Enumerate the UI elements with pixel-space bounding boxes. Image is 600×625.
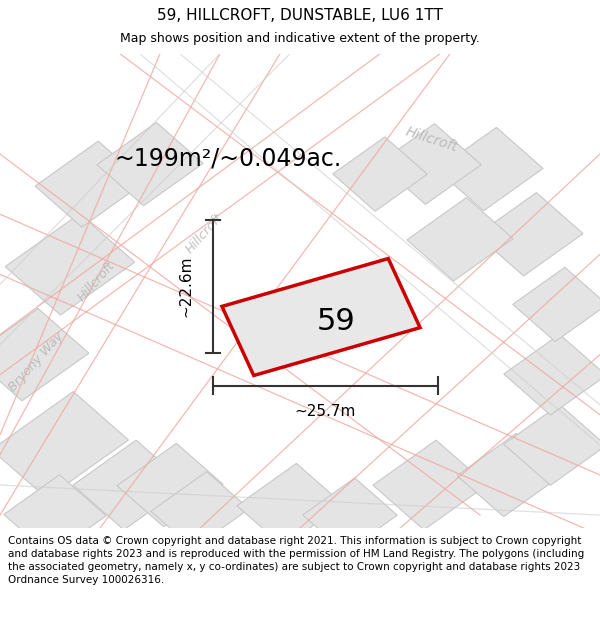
Polygon shape bbox=[0, 309, 89, 401]
Text: Hillcroft: Hillcroft bbox=[404, 124, 460, 154]
Text: ~22.6m: ~22.6m bbox=[179, 256, 193, 317]
Text: Contains OS data © Crown copyright and database right 2021. This information is : Contains OS data © Crown copyright and d… bbox=[8, 536, 584, 586]
Polygon shape bbox=[303, 478, 397, 552]
Polygon shape bbox=[0, 392, 128, 498]
Text: Hillcroft: Hillcroft bbox=[183, 211, 225, 256]
Polygon shape bbox=[477, 192, 583, 276]
Polygon shape bbox=[504, 334, 600, 415]
Polygon shape bbox=[222, 259, 420, 376]
Text: 59: 59 bbox=[317, 308, 355, 336]
Polygon shape bbox=[5, 214, 135, 315]
Text: Map shows position and indicative extent of the property.: Map shows position and indicative extent… bbox=[120, 32, 480, 45]
Polygon shape bbox=[457, 433, 563, 517]
Text: 59, HILLCROFT, DUNSTABLE, LU6 1TT: 59, HILLCROFT, DUNSTABLE, LU6 1TT bbox=[157, 8, 443, 22]
Text: ~25.7m: ~25.7m bbox=[295, 404, 356, 419]
Polygon shape bbox=[151, 472, 249, 549]
Text: Hillcroft: Hillcroft bbox=[75, 259, 117, 304]
Polygon shape bbox=[513, 268, 600, 342]
Polygon shape bbox=[437, 127, 543, 211]
Polygon shape bbox=[237, 463, 343, 547]
Polygon shape bbox=[35, 141, 145, 227]
Text: Bryony Way: Bryony Way bbox=[6, 330, 66, 394]
Polygon shape bbox=[73, 440, 187, 530]
Polygon shape bbox=[379, 124, 481, 204]
Polygon shape bbox=[4, 475, 106, 556]
Polygon shape bbox=[504, 404, 600, 485]
Polygon shape bbox=[407, 198, 513, 281]
Polygon shape bbox=[373, 440, 487, 530]
Polygon shape bbox=[117, 443, 223, 527]
Polygon shape bbox=[333, 137, 427, 211]
Text: ~199m²/~0.049ac.: ~199m²/~0.049ac. bbox=[115, 146, 341, 170]
Polygon shape bbox=[97, 122, 203, 206]
